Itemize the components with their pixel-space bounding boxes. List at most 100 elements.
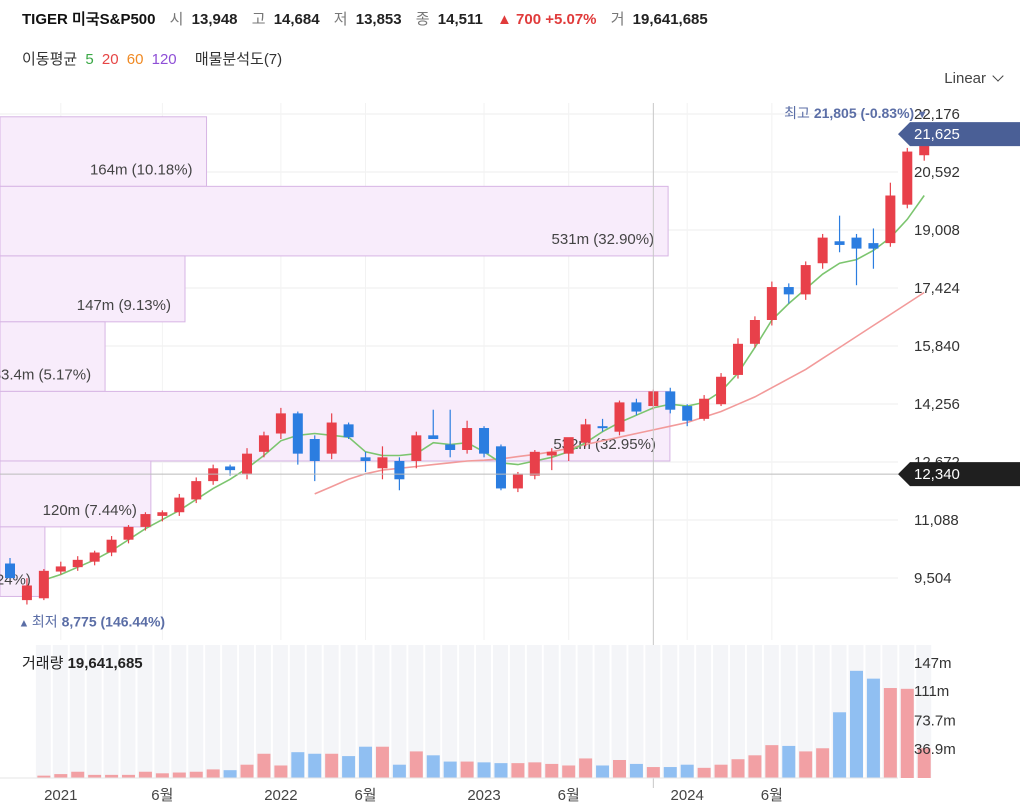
candle — [258, 431, 269, 458]
volume-bar — [426, 755, 440, 778]
ma-20[interactable]: 20 — [101, 51, 119, 68]
candle — [479, 426, 490, 458]
candle — [902, 147, 913, 209]
candle — [529, 449, 540, 480]
candle — [699, 395, 710, 421]
low-value: 13,853 — [355, 11, 402, 28]
volume-bar — [392, 764, 406, 778]
candle — [462, 420, 473, 454]
volume-bar — [680, 764, 694, 778]
price-tick-label: 9,504 — [914, 570, 952, 587]
candle — [495, 444, 506, 491]
volume-bar — [833, 712, 847, 778]
candle — [749, 316, 760, 348]
volume-bar — [443, 761, 457, 778]
candle-body — [580, 424, 591, 443]
volume-bar — [917, 748, 931, 778]
volume-bg-column — [459, 645, 475, 778]
volume-bg-column — [289, 645, 305, 778]
candle — [716, 373, 727, 407]
candle-body — [5, 563, 15, 579]
volume-bar — [748, 755, 762, 778]
candle-body — [597, 426, 608, 429]
time-tick-label: 6월 — [761, 787, 783, 804]
low-label: 저 — [333, 11, 348, 28]
candle — [174, 493, 185, 516]
crosshair-price-badge-text: 12,340 — [914, 466, 960, 483]
time-tick-label: 6월 — [558, 787, 580, 804]
candle-body — [445, 444, 456, 450]
volume-bar — [494, 763, 508, 778]
last-price-badge: 21,625 — [898, 122, 1020, 147]
candle — [580, 418, 591, 447]
volume-bg-column — [408, 645, 424, 778]
volume-bar — [646, 767, 660, 778]
candle-body — [411, 435, 422, 461]
volume-bg-column — [729, 645, 745, 778]
volume-bg-column — [492, 645, 508, 778]
volume-bar — [325, 753, 339, 778]
volume-bg-column — [916, 645, 932, 778]
volume-bar — [274, 765, 288, 778]
volume-bg-column — [442, 645, 458, 778]
volume-bg-column — [86, 645, 102, 778]
candle — [766, 281, 777, 326]
volume-profile-label: 531m (32.90%) — [552, 231, 655, 248]
candle-body — [72, 559, 83, 568]
volume-bg-column — [239, 645, 255, 778]
volume-bar — [731, 759, 745, 778]
volume-bar — [71, 771, 85, 778]
candle — [360, 451, 371, 472]
candle-body — [360, 457, 371, 461]
volume-bg-column — [255, 645, 271, 778]
volume-tick-label: 36.9m — [914, 741, 956, 758]
ma-label[interactable]: 이동평균 — [22, 51, 78, 68]
ma-120[interactable]: 120 — [151, 51, 177, 68]
candle-body — [38, 570, 49, 599]
scale-dropdown[interactable]: Linear — [944, 70, 1004, 87]
volume-bg-column — [611, 645, 627, 778]
candle-body — [868, 243, 879, 249]
volume-profile-toggle[interactable]: 매물분석도(7) — [194, 51, 283, 68]
volume-bar — [697, 767, 711, 778]
volume-legend: 거래량 19,641,685 — [22, 655, 143, 672]
candle-body — [665, 391, 676, 410]
candle-body — [140, 514, 151, 527]
ma-5[interactable]: 5 — [85, 51, 94, 68]
volume-bar — [866, 678, 880, 778]
volume-bg-column — [357, 645, 373, 778]
candle-body — [885, 195, 896, 244]
volume-bar — [612, 760, 626, 778]
volume-bg-column — [814, 645, 830, 778]
volume-bg-column — [137, 645, 153, 778]
volume-bg-column — [205, 645, 221, 778]
volume-bg-column — [746, 645, 762, 778]
volume-bar — [562, 765, 576, 778]
volume-bg-column — [645, 645, 661, 778]
close-value: 14,511 — [437, 11, 483, 28]
volume-bg-column — [696, 645, 712, 778]
volume-bg-column — [763, 645, 779, 778]
volume-bg-column — [662, 645, 678, 778]
volume-profile-bar — [0, 460, 152, 528]
candle — [89, 550, 100, 566]
candle-body — [495, 446, 506, 489]
candle-body — [512, 473, 523, 489]
candle-body — [326, 422, 337, 454]
candle — [326, 413, 337, 460]
candle — [817, 233, 828, 269]
volume-profile-bar — [0, 116, 208, 187]
volume-profile-label: 83.4m (5.17%) — [0, 366, 91, 383]
volume-bar — [883, 688, 897, 778]
candle-body — [462, 428, 473, 450]
volume-bg-column — [713, 645, 729, 778]
volume-bar — [511, 763, 525, 778]
open-label: 시 — [169, 11, 184, 28]
candle — [428, 409, 439, 440]
ma-60[interactable]: 60 — [126, 51, 144, 68]
volume-bg-column — [171, 645, 187, 778]
time-tick-label: 6월 — [151, 787, 173, 804]
price-tick-label: 20,592 — [914, 164, 960, 181]
candle-body — [394, 460, 405, 480]
